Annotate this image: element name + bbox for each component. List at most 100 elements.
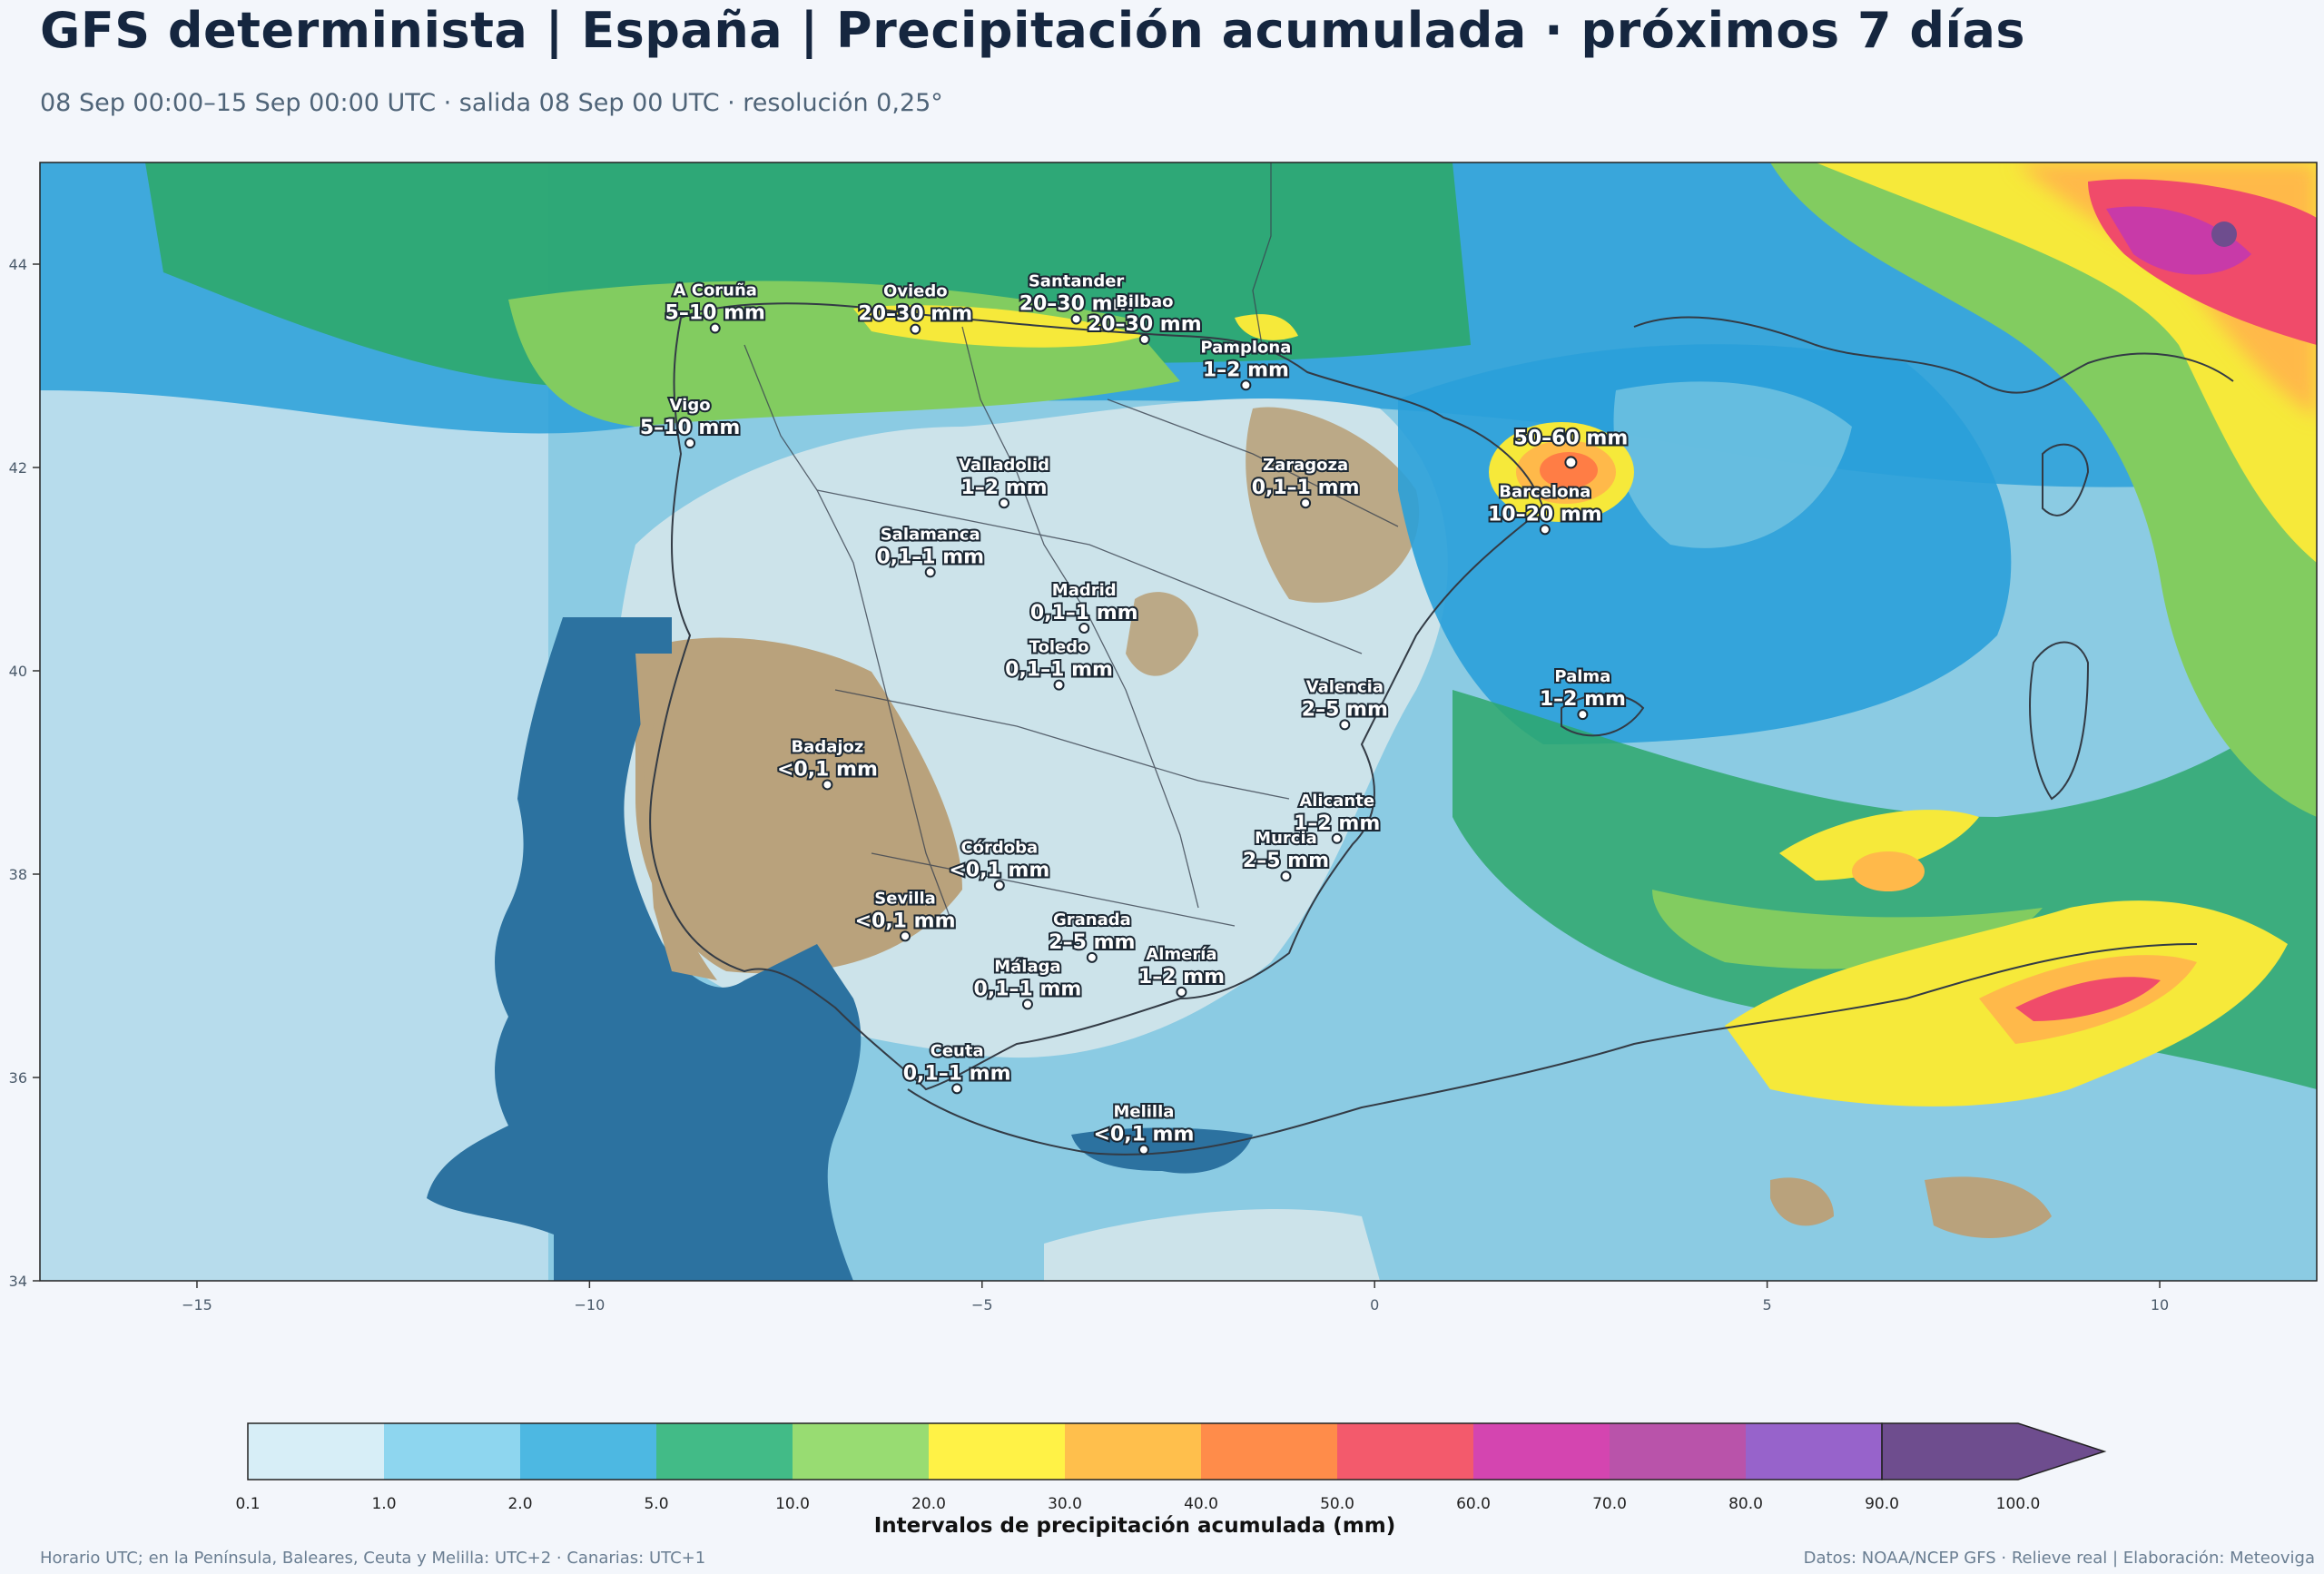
- y-tick-label: 36: [9, 1069, 27, 1087]
- max-dot: [1564, 456, 1578, 469]
- city-name: Valencia: [1306, 677, 1384, 696]
- colorbar-segment: [1473, 1423, 1610, 1480]
- city-name: Alicante: [1299, 792, 1374, 811]
- city-dot: [1138, 333, 1150, 345]
- city-value: 0,1–1 mm: [1252, 477, 1360, 499]
- city-dot: [822, 779, 833, 791]
- colorbar-segment: [1201, 1423, 1337, 1480]
- city-dot: [910, 323, 921, 335]
- city-value: 1–2 mm: [1540, 688, 1626, 711]
- colorbar-tick-label: 60.0: [1456, 1495, 1491, 1513]
- city-value: <0,1 mm: [1093, 1124, 1194, 1146]
- city-name: Vigo: [670, 396, 711, 415]
- city-name: Zaragoza: [1263, 456, 1348, 475]
- city-dot: [1137, 1144, 1149, 1156]
- colorbar-tick-label: 90.0: [1865, 1495, 1899, 1513]
- colorbar-segment: [1337, 1423, 1473, 1480]
- city-marker: Zaragoza 0,1–1 mm: [1250, 454, 1362, 509]
- city-name: Badajoz: [791, 737, 863, 756]
- city-name: A Coruña: [674, 281, 757, 300]
- city-value: 1–2 mm: [1138, 966, 1225, 989]
- y-tick-label: 34: [9, 1273, 27, 1290]
- city-name: Murcia: [1255, 829, 1317, 848]
- city-dot: [1280, 871, 1292, 882]
- colorbar-tick-label: 1.0: [371, 1495, 396, 1513]
- colorbar-tick-label: 80.0: [1728, 1495, 1763, 1513]
- city-name: Melilla: [1113, 1103, 1174, 1122]
- city-name: Pamplona: [1200, 338, 1291, 357]
- y-tick-label: 44: [9, 256, 27, 273]
- x-tick-label: −10: [574, 1296, 605, 1313]
- city-name: Ceuta: [931, 1041, 984, 1060]
- map-frame: [39, 162, 2318, 1282]
- city-marker: Málaga 0,1–1 mm: [972, 955, 1083, 1010]
- colorbar-segment-extend: [1881, 1422, 2107, 1481]
- colorbar-tick-label: 70.0: [1592, 1495, 1627, 1513]
- city-dot: [1078, 622, 1090, 634]
- max-value-label: 50–60 mm: [1514, 427, 1629, 449]
- city-marker: Barcelona 10–20 mm: [1486, 480, 1604, 536]
- city-value: 0,1–1 mm: [974, 978, 1082, 1000]
- city-dot: [1053, 679, 1065, 691]
- city-marker: Madrid 0,1–1 mm: [1029, 579, 1140, 634]
- city-name: Valladolid: [959, 456, 1049, 475]
- city-marker: Melilla <0,1 mm: [1091, 1101, 1196, 1156]
- y-tick-label: 38: [9, 866, 27, 883]
- city-labels: A Coruña 5–10 mm Oviedo 20–30 mm Santander 20…: [638, 270, 1630, 1156]
- city-value: 1–2 mm: [960, 477, 1047, 499]
- city-marker: A Coruña 5–10 mm: [664, 280, 767, 334]
- city-name: Salamanca: [881, 525, 980, 544]
- city-value: 2–5 mm: [1302, 698, 1388, 721]
- city-dot: [1240, 379, 1252, 391]
- city-dot: [951, 1083, 963, 1095]
- city-marker: Salamanca 0,1–1 mm: [874, 523, 986, 578]
- city-dot: [1086, 951, 1098, 963]
- city-marker: Pamplona 1–2 mm: [1198, 336, 1293, 391]
- colorbar-segment: [1746, 1423, 1882, 1480]
- page-subtitle: 08 Sep 00:00–15 Sep 00:00 UTC · salida 0…: [40, 89, 943, 117]
- city-dot: [1070, 313, 1082, 325]
- colorbar-segment: [1065, 1423, 1201, 1480]
- footer-timezone-note: Horario UTC; en la Península, Baleares, …: [40, 1549, 706, 1568]
- city-value: <0,1 mm: [777, 758, 878, 781]
- city-dot: [709, 322, 721, 334]
- x-tick-label: 5: [1763, 1296, 1772, 1313]
- city-dot: [1577, 709, 1589, 721]
- city-marker: Palma 1–2 mm: [1538, 665, 1628, 721]
- city-value: 0,1–1 mm: [1030, 602, 1138, 625]
- city-value: 5–10 mm: [665, 302, 765, 325]
- colorbar-tick-label: 100.0: [1996, 1495, 2041, 1513]
- colorbar-segment: [793, 1423, 929, 1480]
- colorbar-tick-label: 50.0: [1320, 1495, 1354, 1513]
- city-name: Bilbao: [1116, 292, 1173, 311]
- city-dot: [1176, 986, 1187, 998]
- city-name: Almería: [1146, 945, 1216, 964]
- city-value: 2–5 mm: [1243, 850, 1329, 872]
- x-tick-label: 10: [2151, 1296, 2169, 1313]
- city-name: Barcelona: [1499, 482, 1590, 501]
- city-marker: Ceuta 0,1–1 mm: [901, 1039, 1013, 1095]
- colorbar-tick-label: 30.0: [1048, 1495, 1082, 1513]
- x-tick-label: −15: [182, 1296, 212, 1313]
- colorbar: 0.1 1.0 2.0 5.0 10.0 20.0 30.0 40.0 50.0 60.0 70.0…: [235, 1422, 2107, 1513]
- city-value: 20–30 mm: [1019, 292, 1134, 315]
- region-borders: [743, 162, 1399, 927]
- city-name: Córdoba: [960, 838, 1038, 857]
- colorbar-segment: [248, 1423, 384, 1480]
- city-value: <0,1 mm: [949, 859, 1049, 881]
- city-value: 0,1–1 mm: [1005, 659, 1113, 682]
- colorbar-tick-label: 2.0: [507, 1495, 532, 1513]
- city-name: Madrid: [1052, 581, 1117, 600]
- city-name: Oviedo: [883, 282, 948, 301]
- city-marker: Almería 1–2 mm: [1137, 943, 1226, 998]
- city-value: 1–2 mm: [1294, 812, 1380, 835]
- city-dot: [999, 497, 1010, 509]
- city-dot: [993, 880, 1005, 891]
- city-value: <0,1 mm: [855, 910, 956, 932]
- colorbar-tick-label: 20.0: [911, 1495, 946, 1513]
- city-dot: [1339, 719, 1351, 731]
- colorbar-segment: [520, 1423, 656, 1480]
- city-name: Málaga: [994, 957, 1060, 976]
